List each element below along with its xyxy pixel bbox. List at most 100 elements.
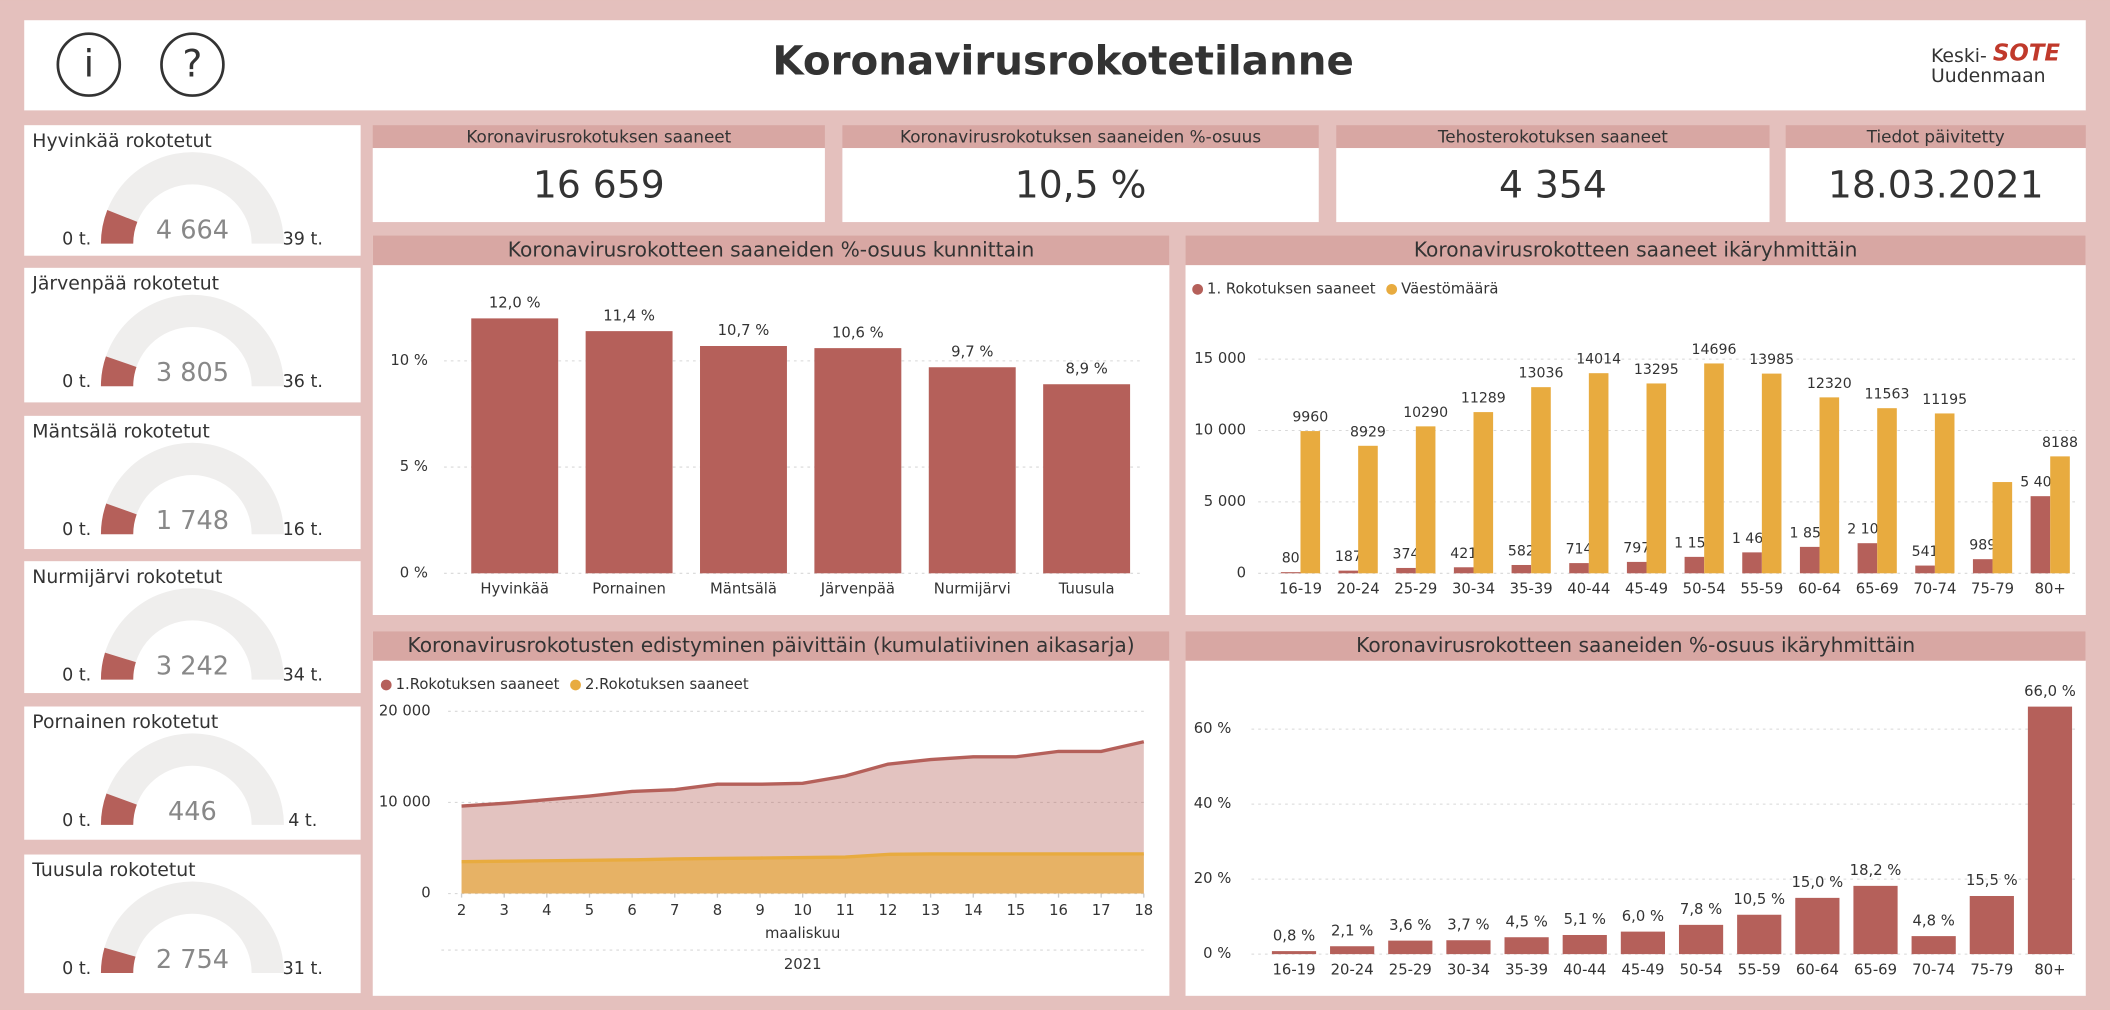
bar bbox=[1704, 363, 1724, 574]
gauge-min: 0 t. bbox=[62, 666, 91, 686]
data-label: 80 bbox=[1282, 551, 1300, 567]
info-icon[interactable]: i bbox=[84, 41, 94, 85]
data-label: 541 bbox=[1912, 544, 1939, 560]
bar bbox=[1300, 431, 1321, 574]
gauge-track bbox=[100, 588, 284, 680]
bar bbox=[1742, 552, 1762, 574]
gauge-value: 3 805 bbox=[156, 358, 229, 388]
gauge-panel bbox=[24, 854, 361, 994]
x-tick-label: 3 bbox=[499, 902, 508, 919]
x-axis-label: 2021 bbox=[784, 956, 822, 973]
data-label: 374 bbox=[1393, 546, 1420, 562]
legend-label: 1.Rokotuksen saaneet bbox=[396, 676, 560, 693]
x-tick-label: 70-74 bbox=[1913, 580, 1956, 597]
gauge-value: 2 754 bbox=[156, 945, 229, 975]
x-tick-label: 50-54 bbox=[1683, 580, 1726, 597]
bar bbox=[1453, 567, 1474, 574]
x-tick-label: 12 bbox=[879, 902, 898, 919]
gauge-value: 3 242 bbox=[156, 651, 229, 681]
help-icon[interactable]: ? bbox=[182, 41, 202, 85]
x-tick-label: Pornainen bbox=[592, 580, 666, 597]
header-panel bbox=[24, 20, 2086, 111]
y-tick-label: 40 % bbox=[1194, 795, 1232, 812]
x-tick-label: 55-59 bbox=[1738, 961, 1781, 978]
gauge-min: 0 t. bbox=[62, 959, 91, 979]
bar bbox=[1504, 937, 1549, 955]
card-value: 16 659 bbox=[533, 163, 665, 207]
card-title: Koronavirusrokotuksen saaneiden %-osuus bbox=[900, 126, 1261, 146]
y-tick-label: 60 % bbox=[1194, 720, 1232, 737]
x-tick-label: 35-39 bbox=[1505, 961, 1548, 978]
gauge-title: Mäntsälä rokotetut bbox=[32, 421, 209, 442]
card-title: Tiedot päivitetty bbox=[1866, 126, 2005, 146]
gauge-track bbox=[100, 152, 284, 244]
x-tick-label: 25-29 bbox=[1389, 961, 1432, 978]
legend-marker bbox=[380, 679, 392, 691]
gauge-min: 0 t. bbox=[62, 372, 91, 392]
bar bbox=[1684, 556, 1705, 574]
data-label: 12,0 % bbox=[489, 295, 541, 312]
x-tick-label: 45-49 bbox=[1621, 961, 1664, 978]
y-tick-label: 10 % bbox=[390, 352, 428, 369]
y-tick-label: 20 000 bbox=[379, 702, 431, 719]
x-tick-label: Nurmijärvi bbox=[934, 580, 1011, 597]
chart-title: Koronavirusrokotteen saaneet ikäryhmittä… bbox=[1414, 238, 1858, 262]
x-tick-label: 5 bbox=[585, 902, 594, 919]
x-tick-label: 70-74 bbox=[1912, 961, 1955, 978]
data-label: 0,8 % bbox=[1273, 927, 1315, 944]
x-tick-label: 75-79 bbox=[1971, 580, 2014, 597]
gauge-fill bbox=[100, 947, 136, 973]
data-label: 11289 bbox=[1461, 391, 1506, 407]
x-tick-label: 60-64 bbox=[1796, 961, 1839, 978]
gauge-fill bbox=[100, 210, 138, 244]
bar bbox=[1819, 397, 1840, 574]
gauge-panel bbox=[24, 561, 361, 694]
x-tick-label: 75-79 bbox=[1970, 961, 2013, 978]
y-tick-label: 10 000 bbox=[1194, 422, 1246, 439]
data-label: 3,6 % bbox=[1389, 917, 1431, 934]
logo-text: Keski- bbox=[1931, 46, 1987, 67]
bar bbox=[1358, 445, 1378, 574]
gauge-max: 4 t. bbox=[288, 811, 317, 831]
bar bbox=[1588, 373, 1609, 574]
gauge-fill bbox=[100, 652, 136, 680]
chart-header bbox=[372, 235, 1170, 266]
data-label: 10,5 % bbox=[1733, 891, 1785, 908]
data-label: 9960 bbox=[1292, 410, 1328, 426]
x-tick-label: 80+ bbox=[2034, 961, 2065, 978]
chart-header bbox=[372, 631, 1170, 661]
help-button[interactable] bbox=[160, 32, 225, 97]
data-label: 9,7 % bbox=[951, 343, 993, 360]
gauge-title: Pornainen rokotetut bbox=[32, 712, 218, 733]
data-label: 13985 bbox=[1749, 352, 1794, 368]
y-tick-label: 5 % bbox=[400, 458, 428, 475]
x-tick-label: 7 bbox=[670, 902, 679, 919]
card-header bbox=[1336, 125, 1770, 149]
data-label: 66,0 % bbox=[2024, 683, 2076, 700]
gauge-track bbox=[100, 442, 284, 535]
data-label: 4,8 % bbox=[1913, 912, 1955, 929]
x-tick-label: 25-29 bbox=[1394, 580, 1437, 597]
y-tick-label: 0 bbox=[421, 885, 430, 902]
card-title: Tehosterokotuksen saaneet bbox=[1437, 126, 1668, 146]
info-button[interactable] bbox=[56, 32, 122, 97]
bar bbox=[1799, 546, 1820, 574]
bar bbox=[1795, 897, 1840, 955]
x-tick-label: 6 bbox=[627, 902, 636, 919]
x-tick-label: 55-59 bbox=[1740, 580, 1783, 597]
x-tick-label: 16 bbox=[1049, 902, 1068, 919]
gauge-min: 0 t. bbox=[62, 520, 91, 540]
bar bbox=[1934, 413, 1955, 574]
bar bbox=[1330, 946, 1375, 955]
bar bbox=[1678, 924, 1724, 955]
bar bbox=[1415, 426, 1436, 574]
data-label: 11563 bbox=[1865, 387, 1910, 403]
bar bbox=[2030, 496, 2051, 574]
data-label: 13036 bbox=[1519, 366, 1564, 382]
bar bbox=[1857, 543, 1878, 574]
bar bbox=[1396, 567, 1416, 574]
data-label: 7,8 % bbox=[1680, 901, 1722, 918]
bar bbox=[1911, 936, 1956, 955]
